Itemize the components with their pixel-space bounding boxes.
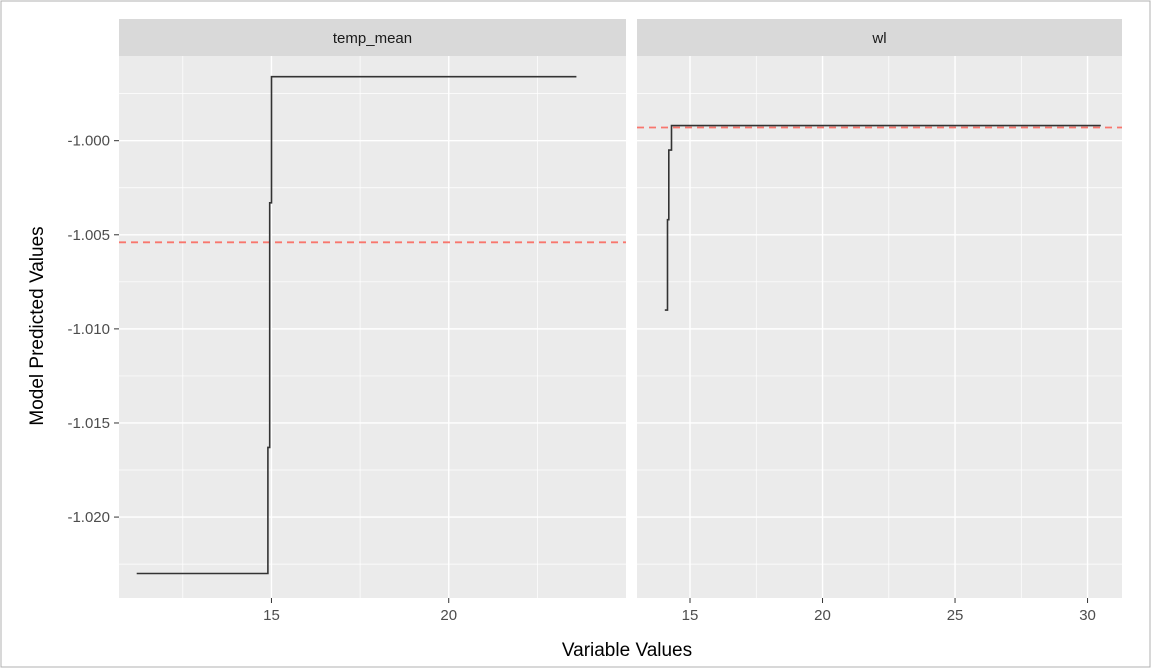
- series-line: [136, 75, 577, 575]
- facet-strip-background: [637, 19, 1122, 56]
- x-tick-label: 15: [682, 607, 699, 624]
- y-axis-title: Model Predicted Values: [27, 226, 48, 425]
- y-tick-label: -1.000: [67, 133, 110, 150]
- panel-background: [119, 56, 626, 598]
- y-tick-label: -1.010: [67, 321, 110, 338]
- x-tick-label: 30: [1079, 607, 1096, 624]
- y-tick-label: -1.005: [67, 227, 110, 244]
- facet-panel-1: temp_mean 15 20: [119, 19, 626, 624]
- series-line: [664, 124, 1101, 311]
- y-axis: -1.020 -1.015 -1.010 -1.005 -1.000: [67, 133, 119, 526]
- facet-strip-label: wl: [871, 30, 886, 47]
- facet-panels: temp_mean 15 20 wl 15 20 25 30: [119, 19, 1122, 624]
- y-tick-label: -1.020: [67, 509, 110, 526]
- facet-strip-background: [119, 19, 626, 56]
- x-tick-label: 20: [814, 607, 831, 624]
- x-axis-title: Variable Values: [562, 640, 692, 661]
- facet-panel-2: wl 15 20 25 30: [637, 19, 1122, 624]
- x-tick-label: 15: [263, 607, 280, 624]
- y-tick-label: -1.015: [67, 415, 110, 432]
- facet-strip-label: temp_mean: [333, 30, 412, 47]
- panel-background: [637, 56, 1122, 598]
- x-tick-label: 25: [947, 607, 964, 624]
- x-tick-label: 20: [440, 607, 457, 624]
